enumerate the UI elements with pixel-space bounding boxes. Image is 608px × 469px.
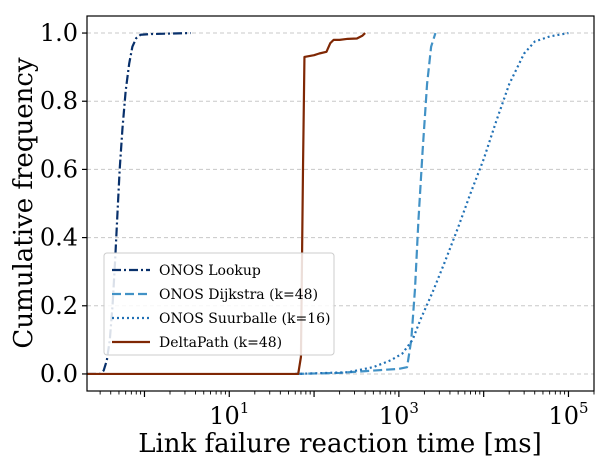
legend-label-1: ONOS Dijkstra (k=48) <box>159 287 318 303</box>
y-tick-label: 0.8 <box>40 87 78 115</box>
series-line-0 <box>87 31 191 376</box>
x-tick-label: 101 <box>209 399 249 430</box>
x-tick-label: 103 <box>379 399 419 430</box>
y-tick-label: 0.2 <box>40 292 78 320</box>
legend-label-3: DeltaPath (k=48) <box>159 335 282 351</box>
legend-label-0: ONOS Lookup <box>159 263 261 279</box>
x-tick-label: 105 <box>548 399 588 430</box>
y-tick-label: 0.6 <box>40 155 78 183</box>
series-line-1 <box>295 32 437 376</box>
axis-ticks: 0.0 0.2 0.4 0.6 0.8 1.0 101 103 105 <box>40 19 595 430</box>
legend-label-2: ONOS Suurballe (k=16) <box>159 311 331 327</box>
y-tick-label: 0.4 <box>40 224 78 252</box>
y-tick-label: 0.0 <box>40 360 78 388</box>
y-tick-label: 1.0 <box>40 19 78 47</box>
legend: ONOS Lookup ONOS Dijkstra (k=48) ONOS Suur… <box>103 252 335 356</box>
legend-box <box>103 252 335 356</box>
x-axis-label: Link failure reaction time [ms] <box>138 429 542 459</box>
plot-frame <box>86 15 595 392</box>
y-axis-label: Cumulative frequency <box>9 57 39 348</box>
series-line-2 <box>295 31 569 376</box>
